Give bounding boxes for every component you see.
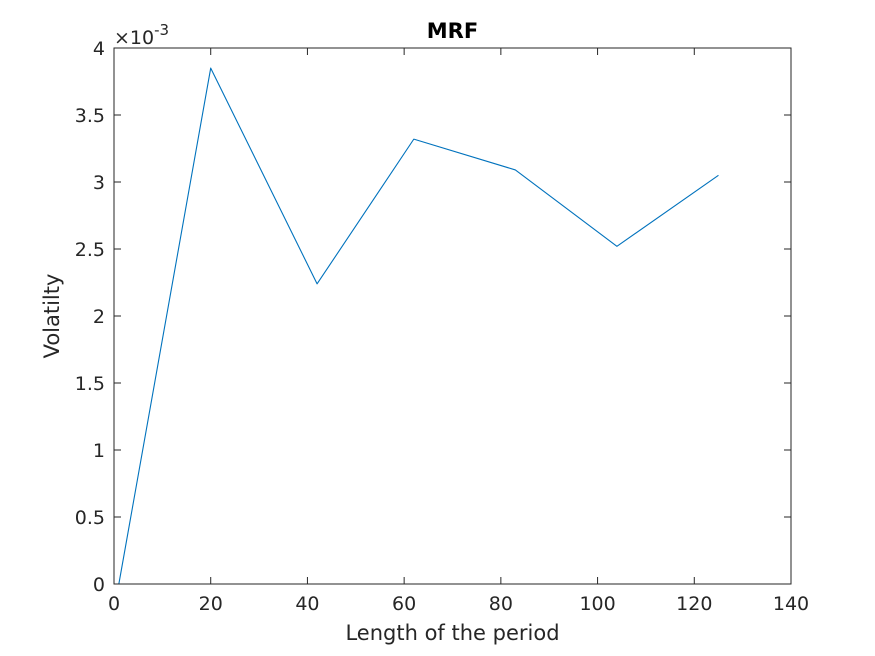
y-axis-ticks: 0 0.5 1 1.5 2 2.5 3 3.5 4	[75, 38, 791, 596]
y-tick-label: 2	[93, 306, 105, 328]
y-tick-label: 0	[93, 574, 105, 596]
y-axis-exponent-power: -3	[154, 21, 169, 39]
x-axis-ticks: 0 20 40 60 80 100 120 140	[108, 48, 809, 615]
y-tick-label: 1.5	[75, 373, 105, 395]
series-layer	[118, 67, 719, 585]
x-axis-label: Length of the period	[345, 621, 559, 645]
y-tick-label: 2.5	[75, 239, 105, 261]
y-tick-label: 3.5	[75, 105, 105, 127]
y-tick-label: 1	[93, 440, 105, 462]
y-tick-label: 3	[93, 172, 105, 194]
x-tick-label: 60	[392, 593, 416, 615]
axes-box	[113, 47, 792, 585]
y-axis-exponent-base: ×10	[114, 27, 154, 49]
chart-title: MRF	[427, 19, 478, 43]
x-tick-label: 140	[773, 593, 809, 615]
y-axis-exponent: ×10-3	[114, 21, 169, 49]
y-axis-label: Volatilty	[40, 274, 64, 359]
x-tick-label: 100	[579, 593, 615, 615]
plot-area	[114, 48, 791, 584]
x-tick-label: 120	[676, 593, 712, 615]
x-tick-label: 40	[295, 593, 319, 615]
x-tick-label: 0	[108, 593, 120, 615]
y-tick-label: 0.5	[75, 507, 105, 529]
y-tick-label: 4	[93, 38, 105, 60]
x-tick-label: 80	[489, 593, 513, 615]
series-line	[118, 67, 719, 585]
x-tick-label: 20	[199, 593, 223, 615]
